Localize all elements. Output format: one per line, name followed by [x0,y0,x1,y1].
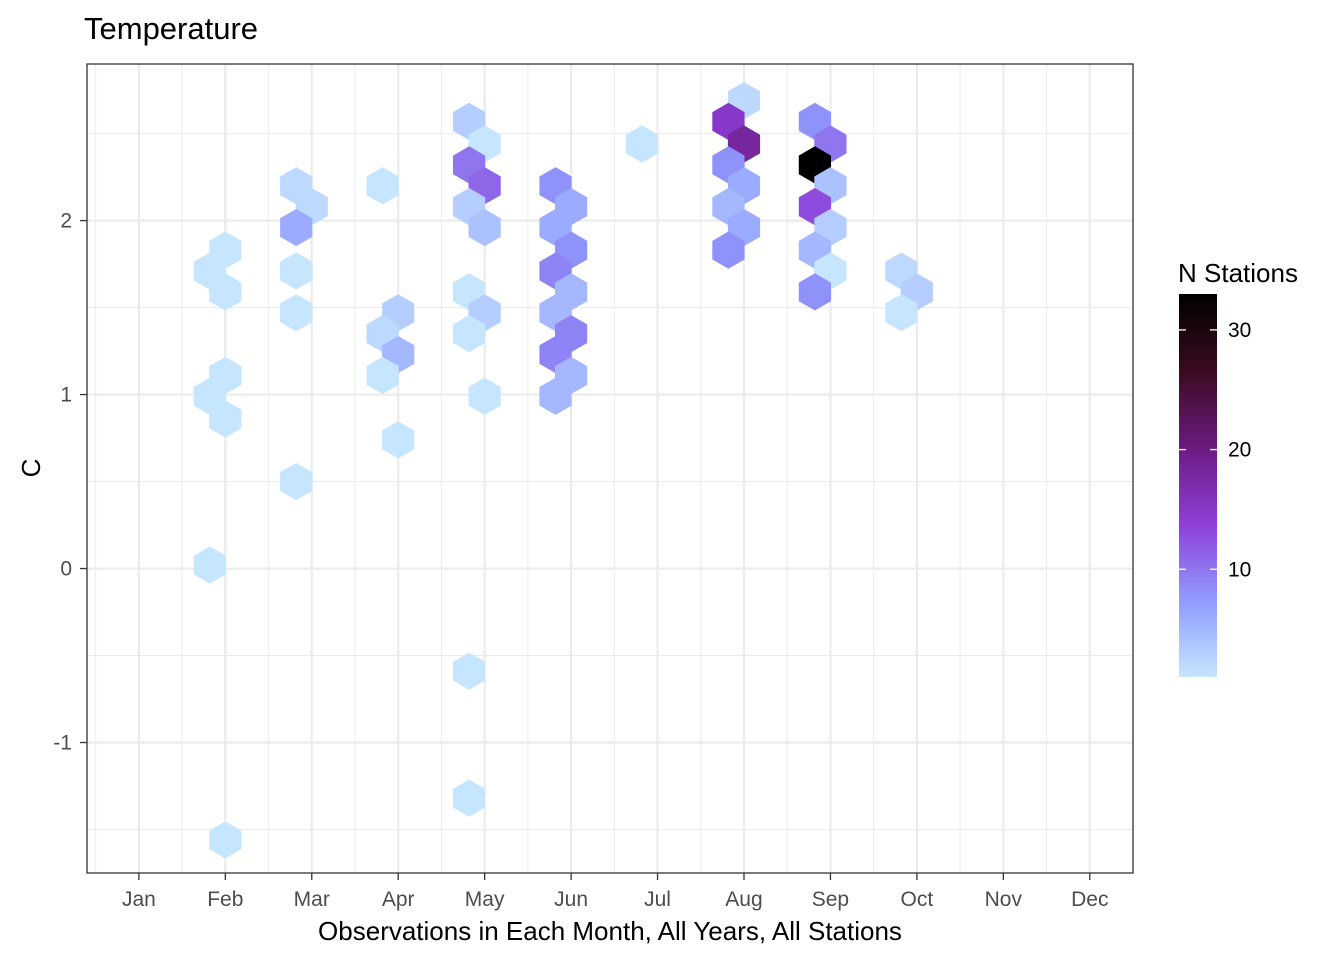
x-axis: Jan Feb Mar Apr May Jun Jul Aug Sep Oct Nov Dec [122,873,1108,911]
y-tick-label: 2 [60,210,72,233]
x-tick-label: Nov [985,888,1023,911]
x-tick-label: Feb [207,888,243,911]
hex-cell [625,125,659,163]
y-axis: -1 0 1 2 [53,210,87,755]
hex-cell [382,421,415,459]
y-axis-title: C [16,459,46,478]
legend-tick-label: 20 [1228,439,1251,462]
x-axis-title: Observations in Each Month, All Years, A… [318,916,902,946]
hex-cell [366,167,399,205]
hex-cell [452,652,486,690]
legend-ticks: 10 20 30 [1179,319,1251,581]
hex-cell [468,208,501,247]
minor-gridlines [87,64,1133,873]
x-tick-label: Apr [382,888,415,911]
y-tick-label: 0 [60,558,72,581]
hex-cell [452,315,486,353]
hex-cell [280,252,313,290]
hex-cell [280,462,313,501]
hex-cell [468,377,501,415]
hex-cell [209,231,242,269]
legend-tick-label: 30 [1228,319,1251,342]
y-tick-label: 1 [60,384,72,407]
x-tick-label: Jul [644,888,671,911]
y-tick-label: -1 [53,732,72,755]
legend-tick-label: 10 [1228,558,1251,581]
x-tick-label: Dec [1071,888,1108,911]
hex-cell [452,779,486,817]
hex-cell [193,546,226,584]
hex-cell [280,208,313,247]
legend-colorbar [1179,294,1217,677]
hex-cells [193,81,933,859]
plot-background [87,64,1133,873]
plot-border [86,63,1134,874]
x-tick-label: Oct [901,888,934,911]
hex-cell [209,273,242,311]
hex-cell [539,377,572,415]
x-tick-label: Aug [725,888,762,911]
legend: N Stations 10 20 30 [1178,258,1298,677]
x-tick-label: Sep [812,888,849,911]
plot-panel [86,63,1134,874]
hex-cell [366,356,399,395]
hex-cell [885,294,918,332]
hex-cell [209,821,242,859]
chart-title: Temperature [84,11,258,46]
legend-title: N Stations [1178,258,1298,288]
hex-cell [209,400,242,438]
major-gridlines [87,64,1133,873]
hex-cell [798,273,831,311]
x-tick-label: Mar [294,888,330,911]
x-tick-label: Jun [554,888,588,911]
x-tick-label: Jan [122,888,156,911]
x-tick-label: May [465,888,505,911]
hex-cell [712,231,745,269]
hex-cell [280,294,313,332]
